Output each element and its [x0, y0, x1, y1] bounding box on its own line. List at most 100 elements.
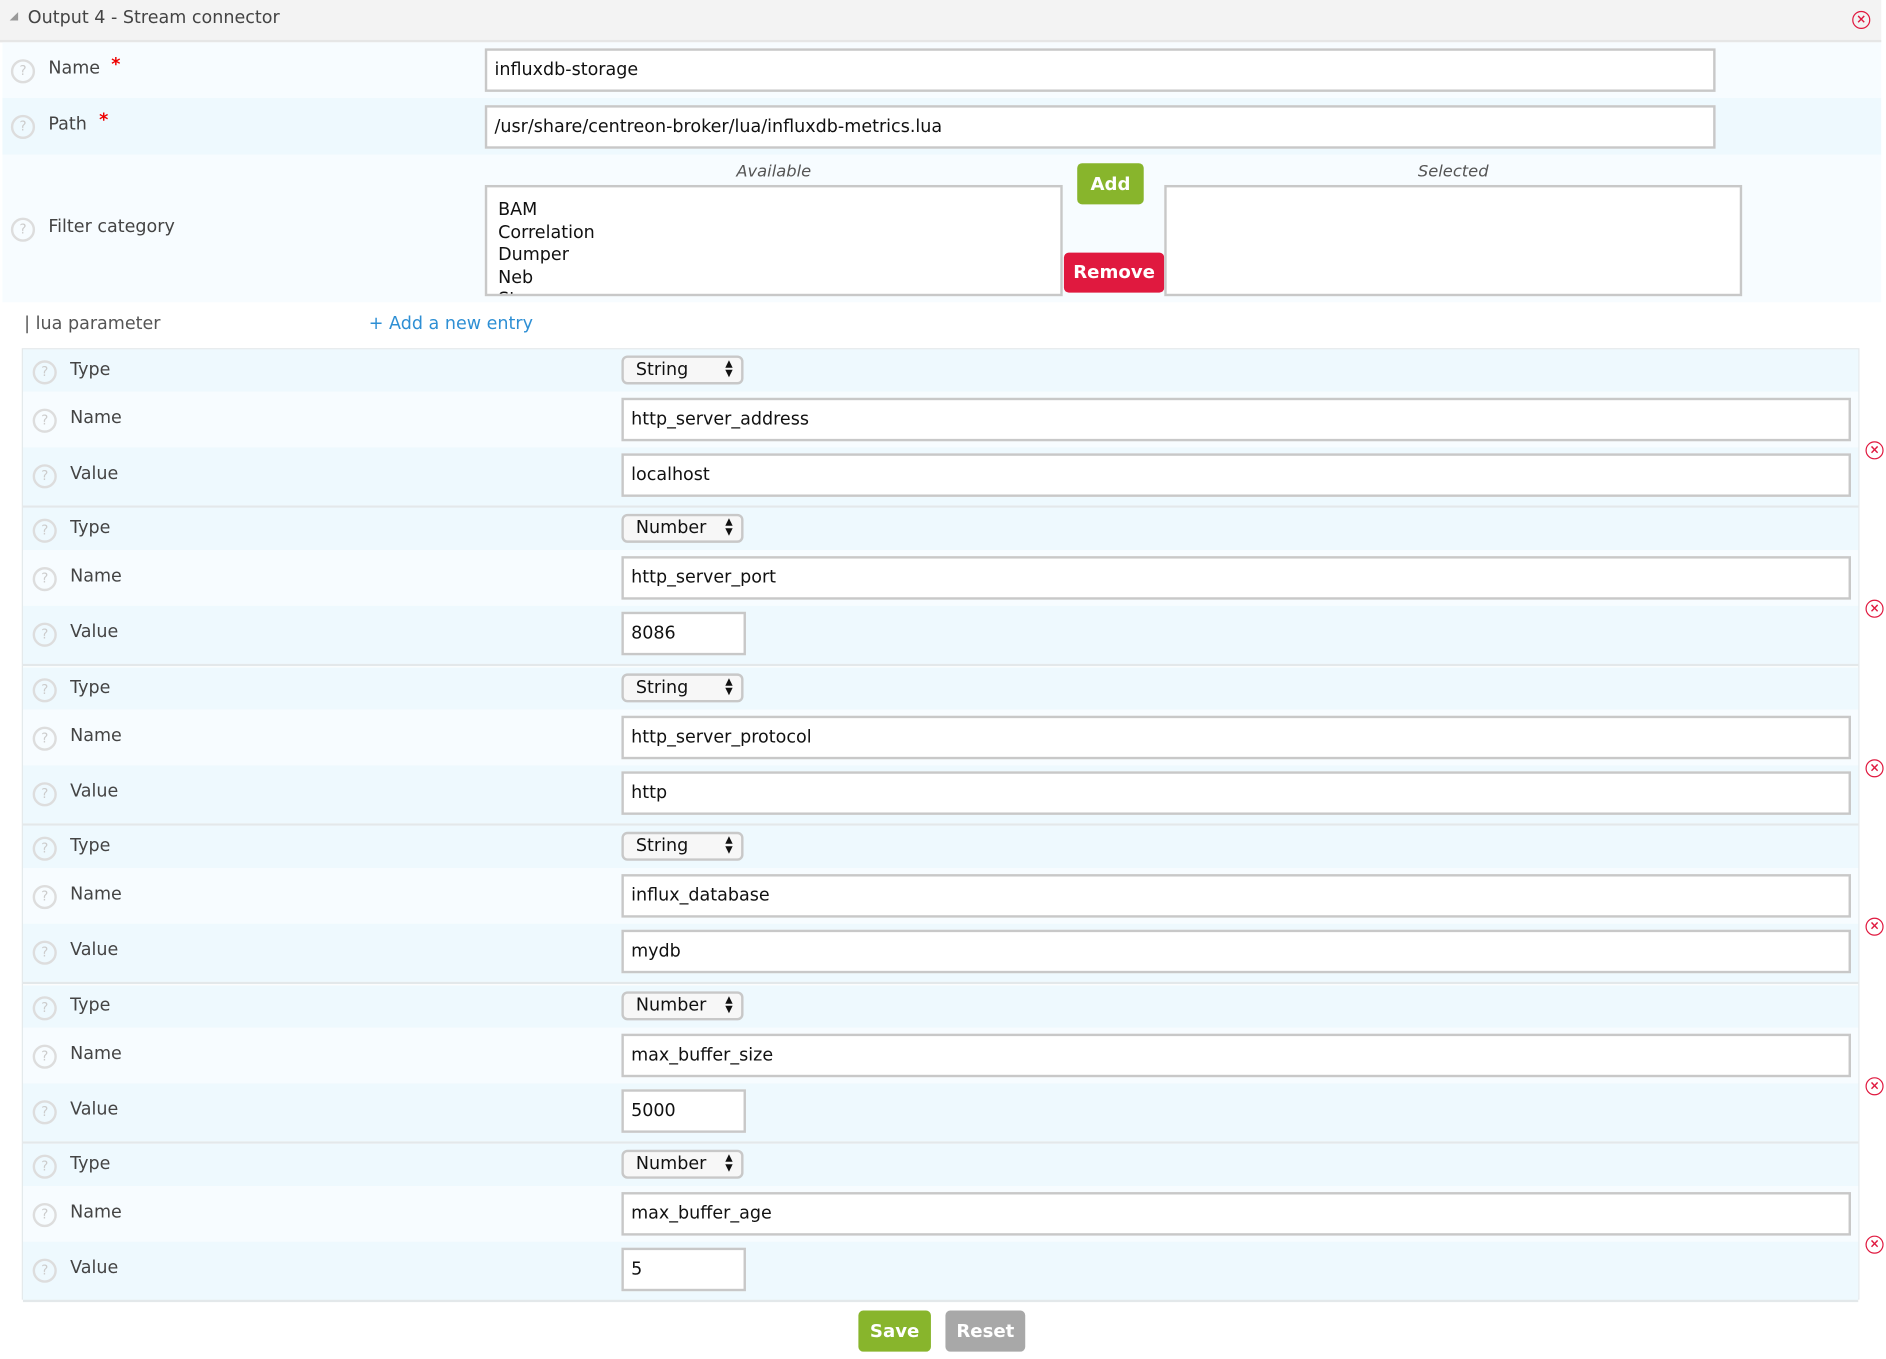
lua-parameter-label: | lua parameter: [24, 314, 161, 334]
param-name-input[interactable]: http_server_address: [621, 397, 1851, 442]
path-row: ? Path * /usr/share/centreon-broker/lua/…: [2, 97, 1882, 155]
param-value-label: Value: [70, 1258, 119, 1278]
section-header[interactable]: Output 4 - Stream connector ×: [0, 0, 1882, 43]
param-type-select[interactable]: Number ▲ ▼: [621, 990, 744, 1020]
delete-parameter-icon[interactable]: ×: [1865, 759, 1884, 778]
param-value-row: ? Value mydb: [22, 923, 1859, 982]
help-icon[interactable]: ?: [32, 408, 57, 433]
select-arrows-icon: ▲ ▼: [725, 675, 733, 697]
delete-parameter-icon[interactable]: ×: [1865, 917, 1884, 936]
help-icon[interactable]: ?: [32, 1202, 57, 1228]
param-type-value: String: [635, 678, 689, 698]
param-name-label: Name: [70, 726, 122, 746]
param-type-select[interactable]: Number ▲ ▼: [621, 514, 744, 544]
help-icon[interactable]: ?: [32, 726, 57, 751]
param-name-input[interactable]: max_buffer_age: [621, 1192, 1851, 1236]
param-type-value: Number: [635, 995, 707, 1016]
help-icon[interactable]: ?: [32, 1044, 57, 1069]
close-circle-icon[interactable]: ×: [1852, 10, 1871, 30]
lua-parameter-group: ? Type String ▲ ▼? Name http_server_protocol…: [22, 667, 1859, 826]
reset-button[interactable]: Reset: [945, 1310, 1026, 1352]
param-type-row: ? Type Number ▲ ▼: [22, 508, 1859, 551]
lua-parameter-group: ? Type Number ▲ ▼? Name http_server_port? Va…: [22, 508, 1859, 667]
available-option[interactable]: Storage: [498, 289, 1049, 294]
param-type-row: ? Type Number ▲ ▼: [22, 984, 1859, 1028]
section-title: Output 4 - Stream connector: [27, 8, 280, 28]
collapse-triangle-icon[interactable]: [9, 12, 19, 21]
help-icon[interactable]: ?: [32, 464, 57, 489]
param-name-row: ? Name http_server_protocol: [22, 709, 1859, 766]
lua-parameter-group: ? Type String ▲ ▼? Name http_server_address?…: [22, 349, 1859, 508]
help-icon[interactable]: ?: [10, 217, 36, 242]
help-icon[interactable]: ?: [32, 1258, 57, 1283]
param-name-row: ? Name influx_database: [22, 868, 1859, 924]
delete-parameter-icon[interactable]: ×: [1865, 1076, 1884, 1095]
remove-button[interactable]: Remove: [1063, 252, 1165, 293]
help-icon[interactable]: ?: [32, 623, 57, 648]
param-value-input[interactable]: 5000: [621, 1088, 746, 1133]
param-type-select[interactable]: String ▲ ▼: [621, 832, 744, 862]
param-type-row: ? Type String ▲ ▼: [22, 667, 1859, 710]
select-arrows-icon: ▲ ▼: [725, 834, 733, 855]
param-type-select[interactable]: String ▲ ▼: [621, 355, 744, 385]
selected-listbox[interactable]: [1164, 184, 1743, 297]
param-type-row: ? Type String ▲ ▼: [22, 349, 1859, 392]
delete-parameter-icon[interactable]: ×: [1865, 1235, 1884, 1254]
param-type-value: Number: [635, 519, 707, 539]
available-option[interactable]: BAM: [498, 200, 538, 221]
param-type-label: Type: [70, 995, 111, 1016]
param-value-label: Value: [70, 1099, 119, 1120]
filter-category-label: Filter category: [48, 217, 175, 237]
help-icon[interactable]: ?: [32, 678, 57, 703]
available-option[interactable]: Neb: [498, 267, 534, 288]
help-icon[interactable]: ?: [32, 995, 57, 1020]
param-name-label: Name: [70, 885, 122, 905]
name-input[interactable]: influxdb-storage: [484, 48, 1716, 92]
param-type-label: Type: [70, 1154, 111, 1174]
param-value-row: ? Value http: [22, 765, 1859, 824]
help-icon[interactable]: ?: [10, 59, 36, 84]
help-icon[interactable]: ?: [32, 567, 57, 592]
param-name-input[interactable]: http_server_port: [621, 556, 1851, 601]
param-name-label: Name: [70, 408, 122, 428]
param-type-select[interactable]: String ▲ ▼: [621, 673, 744, 703]
param-value-input[interactable]: http: [621, 771, 1851, 815]
delete-parameter-icon[interactable]: ×: [1865, 441, 1884, 460]
available-option[interactable]: Dumper: [498, 245, 569, 265]
path-input[interactable]: /usr/share/centreon-broker/lua/influxdb-…: [484, 105, 1716, 149]
required-asterisk: *: [111, 55, 121, 75]
param-value-input[interactable]: localhost: [621, 453, 1851, 497]
add-button[interactable]: Add: [1077, 163, 1144, 205]
available-option[interactable]: Correlation: [498, 223, 595, 243]
param-value-input[interactable]: 8086: [621, 612, 746, 656]
select-arrows-icon: ▲ ▼: [725, 1152, 733, 1173]
help-icon[interactable]: ?: [10, 114, 36, 140]
help-icon[interactable]: ?: [32, 519, 57, 544]
param-value-label: Value: [70, 623, 119, 643]
add-new-entry-link[interactable]: + Add a new entry: [368, 314, 533, 334]
help-icon[interactable]: ?: [32, 360, 57, 385]
param-name-label: Name: [70, 1044, 122, 1064]
param-type-select[interactable]: Number ▲ ▼: [621, 1149, 744, 1179]
param-type-label: Type: [70, 519, 111, 539]
available-listbox[interactable]: BAMCorrelationDumperNebStorage: [484, 184, 1063, 297]
param-value-input[interactable]: 5: [621, 1247, 746, 1292]
selected-caption: Selected: [1417, 162, 1489, 182]
help-icon[interactable]: ?: [32, 1099, 57, 1124]
delete-parameter-icon[interactable]: ×: [1865, 600, 1884, 619]
help-icon[interactable]: ?: [32, 781, 57, 807]
param-name-input[interactable]: max_buffer_size: [621, 1033, 1851, 1077]
help-icon[interactable]: ?: [32, 1154, 57, 1179]
save-button[interactable]: Save: [858, 1310, 931, 1352]
param-type-label: Type: [70, 836, 111, 857]
param-type-value: String: [635, 360, 689, 380]
param-value-input[interactable]: mydb: [621, 929, 1851, 974]
help-icon[interactable]: ?: [32, 940, 57, 966]
param-type-label: Type: [70, 678, 111, 698]
lua-parameter-group: ? Type Number ▲ ▼? Name max_buffer_age? Valu…: [22, 1143, 1859, 1303]
param-name-input[interactable]: http_server_protocol: [621, 715, 1851, 760]
help-icon[interactable]: ?: [32, 836, 57, 862]
param-name-input[interactable]: influx_database: [621, 874, 1851, 918]
help-icon[interactable]: ?: [32, 885, 57, 910]
